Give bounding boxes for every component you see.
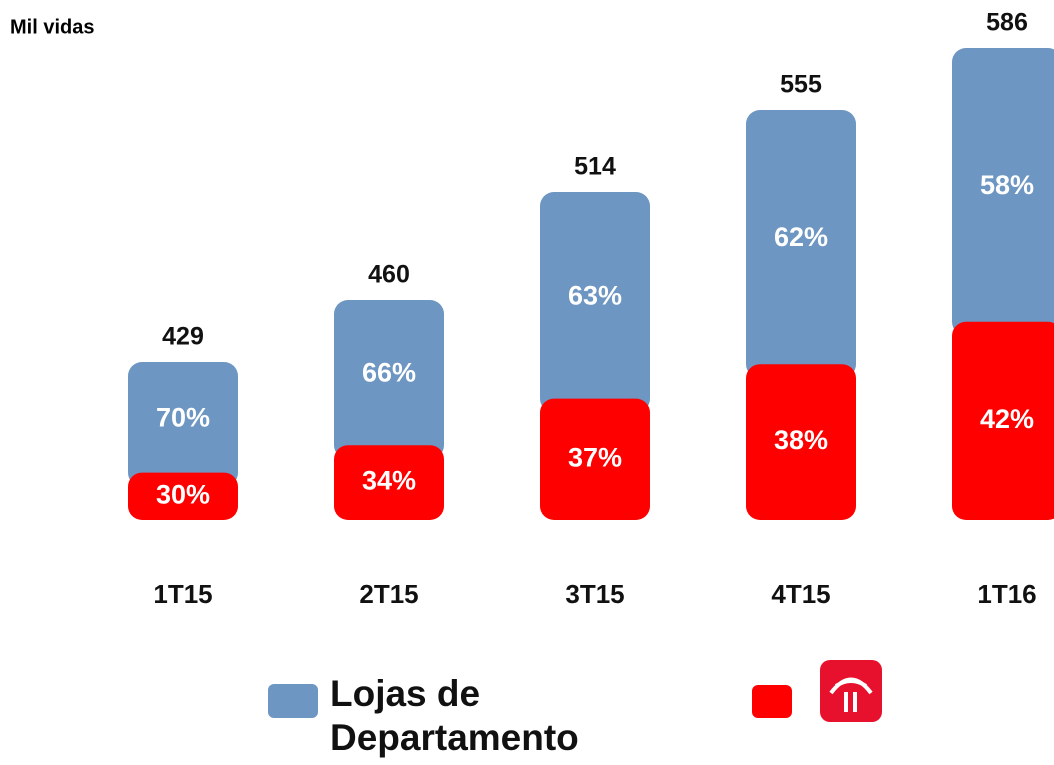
x-tick-label: 3T15 (565, 579, 624, 609)
bar-segment (746, 364, 856, 520)
value-label: 66% (362, 358, 416, 388)
value-label: 30% (156, 479, 210, 509)
value-label: 34% (362, 466, 416, 496)
legend-swatch (752, 685, 792, 718)
bar-segment (540, 192, 650, 413)
value-label: 58% (980, 170, 1034, 200)
x-tick-label: 1T15 (153, 579, 212, 609)
x-tick-label: 2T15 (359, 579, 418, 609)
bar-segment (128, 362, 238, 487)
x-tick-label: 1T16 (977, 579, 1036, 609)
total-label: 514 (574, 153, 616, 181)
bar-segment (746, 110, 856, 379)
total-label: 460 (368, 261, 410, 289)
bar-segment (540, 398, 650, 520)
logo-arc (829, 677, 873, 695)
legend-label: Lojas de Departamento (330, 673, 579, 758)
x-tick-label: 4T15 (771, 579, 830, 609)
bar-segment (128, 472, 238, 520)
value-label: 70% (156, 402, 210, 432)
logo-bar (844, 692, 848, 712)
bar-segment (334, 445, 444, 520)
value-label: 37% (568, 442, 622, 472)
total-label: 586 (986, 9, 1028, 37)
value-label: 38% (774, 425, 828, 455)
bank-logo (820, 660, 882, 722)
total-label: 555 (780, 71, 822, 99)
value-label: 62% (774, 222, 828, 252)
value-label: 63% (568, 280, 622, 310)
chart-title: Mil vidas (10, 16, 94, 38)
bar-segment (334, 300, 444, 460)
bar-segment (952, 321, 1054, 520)
value-label: 42% (980, 404, 1034, 434)
bar-segment (952, 48, 1054, 336)
legend-swatch (268, 684, 318, 718)
logo-bar (853, 692, 857, 712)
total-label: 429 (162, 323, 204, 351)
logo-bg (820, 660, 882, 722)
